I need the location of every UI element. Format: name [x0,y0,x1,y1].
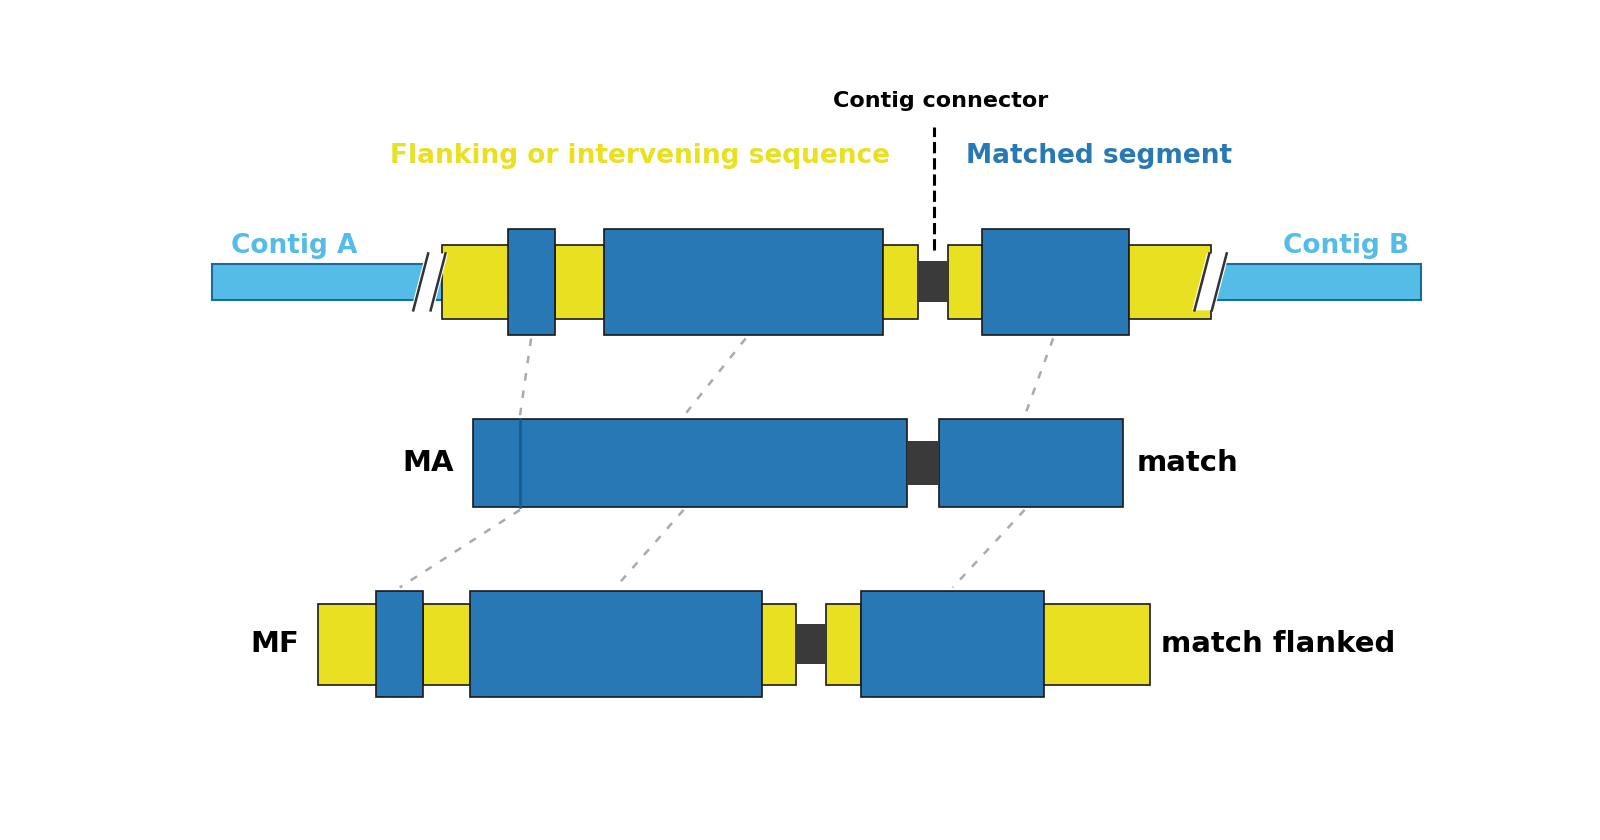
Bar [376,591,422,697]
Bar [797,624,826,664]
Bar [883,244,918,319]
Bar [947,244,982,319]
Bar [907,441,939,485]
Text: Matched segment: Matched segment [966,143,1232,169]
Bar [507,228,555,335]
Bar [318,604,405,685]
Bar [605,228,883,335]
Bar [861,591,1045,697]
Text: MA: MA [403,449,454,477]
Text: match flanked: match flanked [1162,630,1395,658]
Bar [762,604,797,685]
Polygon shape [1192,254,1229,310]
Bar [939,419,1123,507]
Bar [982,228,1128,335]
Bar [826,604,861,685]
Text: Flanking or intervening sequence: Flanking or intervening sequence [390,143,890,169]
Text: Contig connector: Contig connector [832,91,1048,111]
Bar [1045,604,1150,685]
Bar [213,264,1421,300]
Polygon shape [411,254,448,310]
Text: Contig B: Contig B [1283,234,1410,260]
Bar [918,261,947,302]
Bar [555,244,605,319]
Bar [474,419,907,507]
Text: Contig A: Contig A [230,234,357,260]
Text: MF: MF [250,630,299,658]
Bar [422,604,470,685]
Bar [442,244,528,319]
Bar [470,591,762,697]
Bar [1128,244,1211,319]
Text: match: match [1136,449,1238,477]
